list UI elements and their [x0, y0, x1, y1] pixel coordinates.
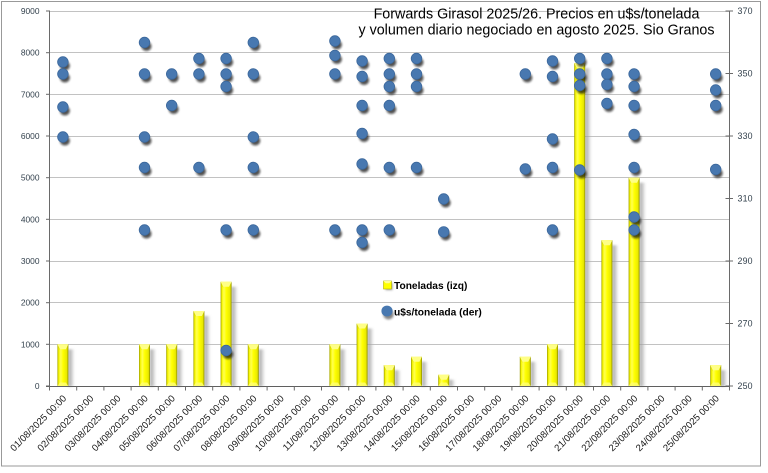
svg-text:8000: 8000 — [21, 48, 40, 58]
svg-text:5000: 5000 — [21, 173, 40, 183]
svg-text:0: 0 — [35, 381, 40, 391]
svg-text:1000: 1000 — [21, 339, 40, 349]
svg-text:350: 350 — [738, 69, 753, 79]
svg-text:250: 250 — [738, 381, 753, 391]
svg-text:u$s/tonelada (der): u$s/tonelada (der) — [394, 308, 482, 319]
svg-text:2000: 2000 — [21, 298, 40, 308]
svg-text:370: 370 — [738, 6, 753, 16]
svg-text:290: 290 — [738, 256, 753, 266]
svg-text:9000: 9000 — [21, 6, 40, 16]
svg-text:270: 270 — [738, 319, 753, 329]
svg-text:330: 330 — [738, 131, 753, 141]
svg-text:Toneladas (izq): Toneladas (izq) — [394, 281, 467, 292]
svg-text:y volumen diario negociado en: y volumen diario negociado en agosto 202… — [358, 23, 714, 39]
svg-text:6000: 6000 — [21, 131, 40, 141]
svg-text:7000: 7000 — [21, 89, 40, 99]
svg-text:4000: 4000 — [21, 214, 40, 224]
svg-text:3000: 3000 — [21, 256, 40, 266]
svg-text:Forwards Girasol 2025/26. Prec: Forwards Girasol 2025/26. Precios en u$s… — [374, 6, 700, 22]
svg-text:310: 310 — [738, 194, 753, 204]
